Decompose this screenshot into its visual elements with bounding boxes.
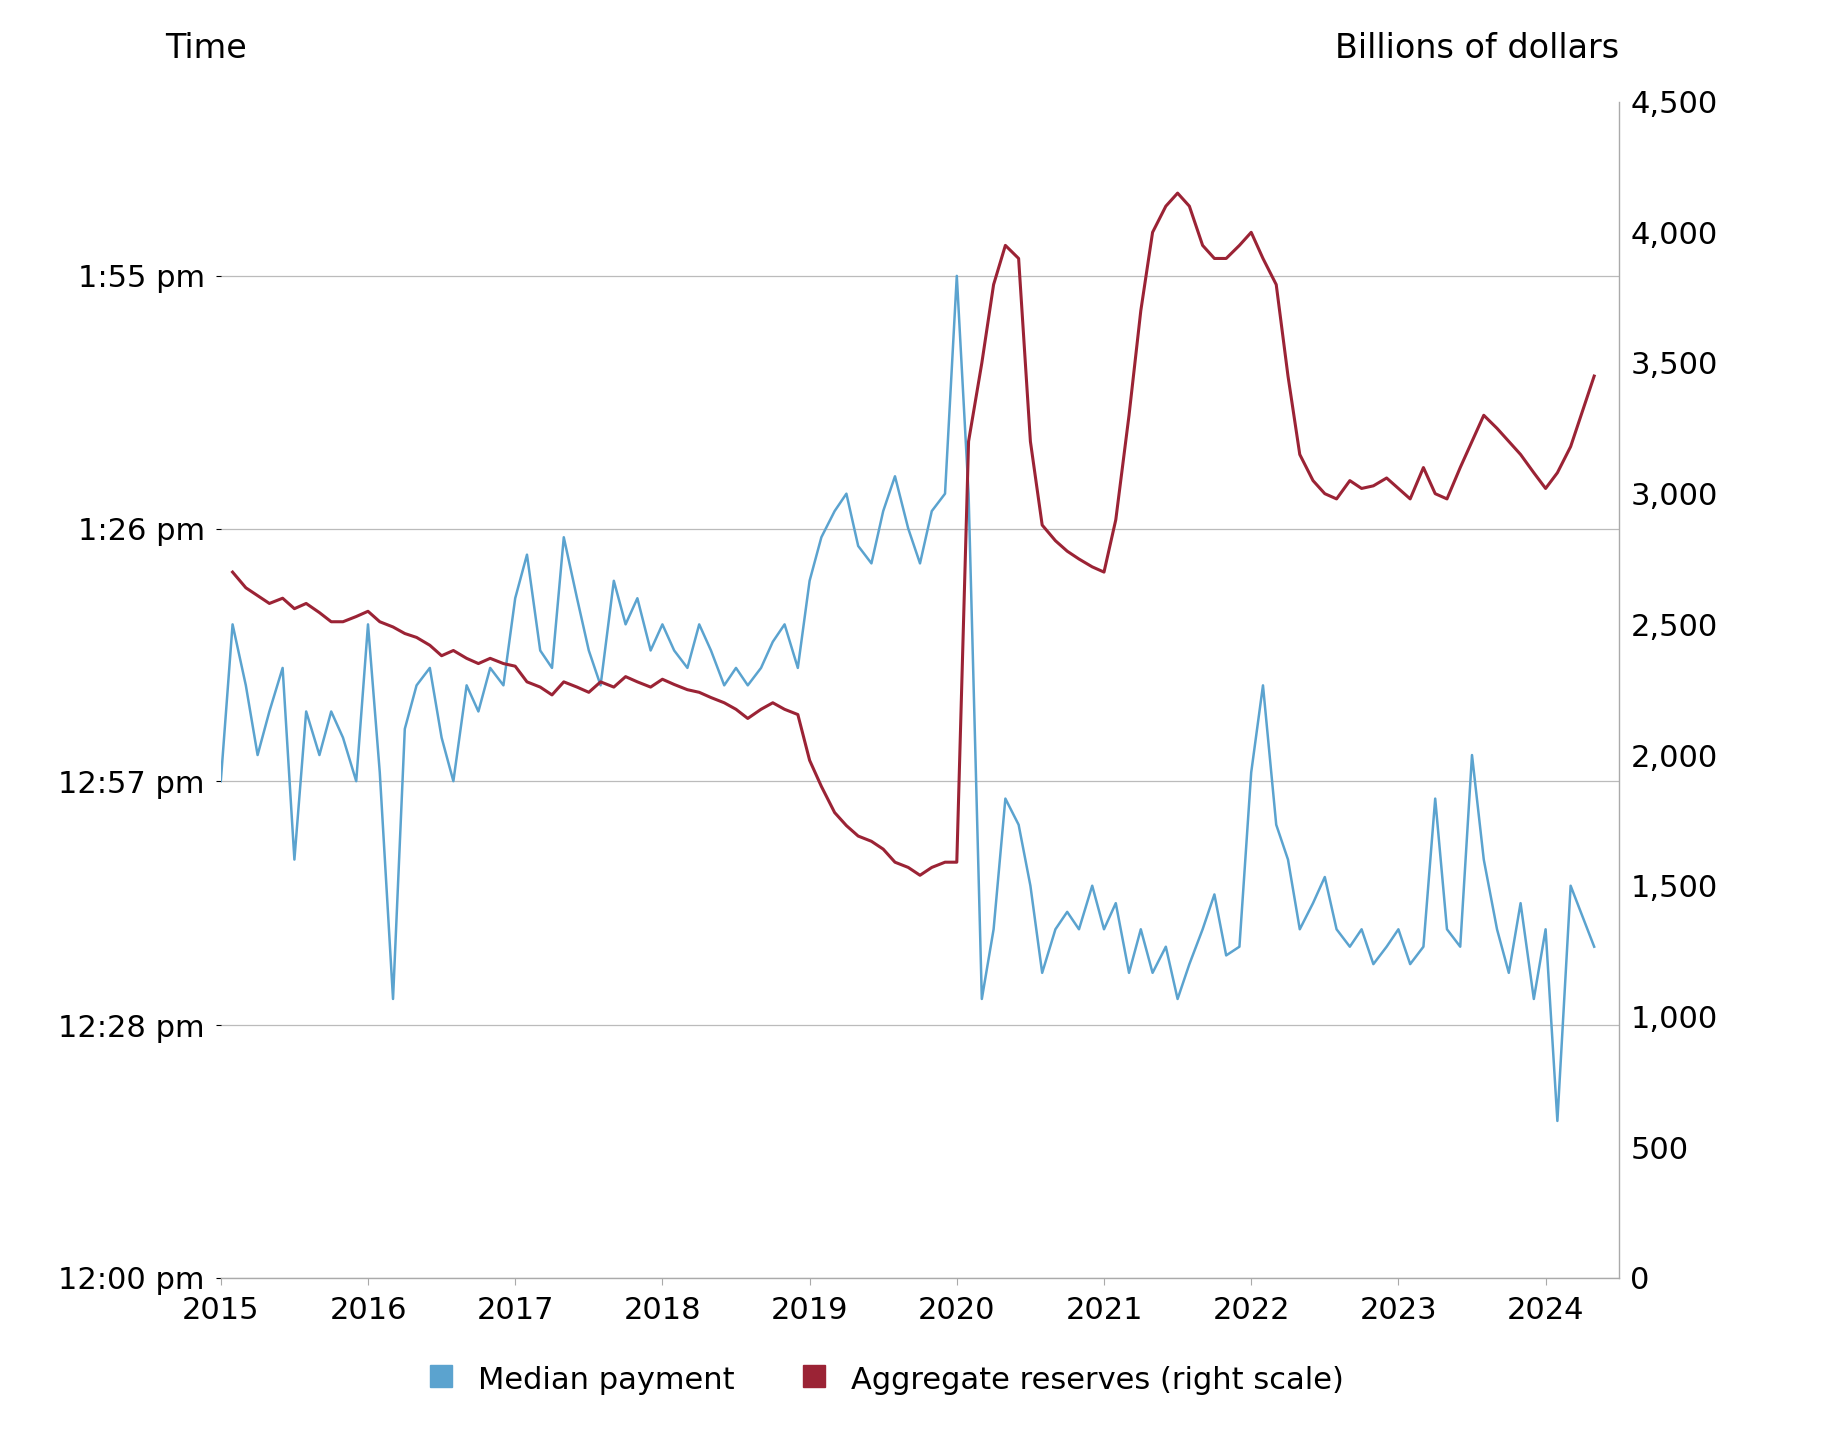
Text: Time: Time: [166, 32, 246, 65]
Legend: Median payment, Aggregate reserves (right scale): Median payment, Aggregate reserves (righ…: [410, 1352, 1355, 1407]
Text: Billions of dollars: Billions of dollars: [1335, 32, 1618, 65]
